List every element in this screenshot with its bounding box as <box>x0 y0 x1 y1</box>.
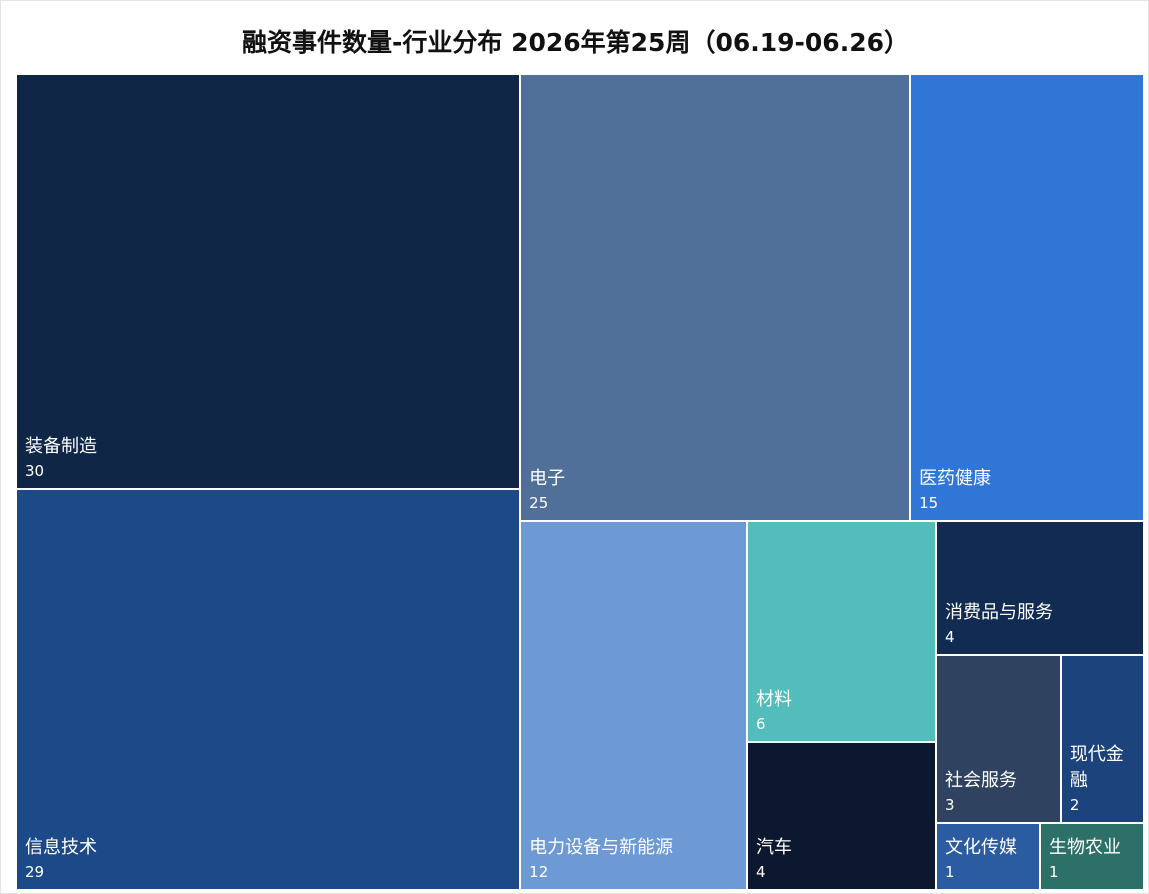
cell-label: 社会服务 <box>945 769 1018 791</box>
cell-label: 消费品与服务 <box>945 602 1054 624</box>
treemap-cell: 消费品与服务 4 <box>936 521 1144 656</box>
treemap-cell: 材料 6 <box>747 521 937 743</box>
cell-value: 3 <box>945 795 955 814</box>
cell-label: 材料 <box>756 689 793 711</box>
cell-value: 12 <box>529 862 549 881</box>
cell-value: 4 <box>756 862 766 881</box>
treemap-cell: 社会服务 3 <box>936 655 1061 823</box>
treemap-cell: 电子 25 <box>520 74 911 522</box>
cell-label: 电子 <box>529 468 566 490</box>
chart-title: 融资事件数量-行业分布 2026年第25周（06.19-06.26） <box>242 28 909 57</box>
cell-value: 2 <box>1069 795 1080 814</box>
treemap-cell: 装备制造 30 <box>16 74 521 489</box>
cell-value: 1 <box>1049 862 1059 881</box>
cell-label: 信息技术 <box>25 836 97 858</box>
treemap-cell: 信息技术 29 <box>16 488 521 890</box>
cell-value: 4 <box>945 628 955 647</box>
cell-value: 6 <box>756 715 766 734</box>
cell-value: 1 <box>945 862 955 881</box>
cell-label: 装备制造 <box>25 435 97 457</box>
cell-value: 30 <box>25 461 45 480</box>
cell-label: 电力设备与新能源 <box>529 836 674 858</box>
cell-label: 汽车 <box>756 836 793 858</box>
cell-label: 现代金融 <box>1069 743 1124 791</box>
cell-value: 25 <box>529 494 549 513</box>
cell-label: 医药健康 <box>919 468 992 490</box>
cell-label: 文化传媒 <box>945 836 1018 858</box>
treemap-cell: 生物农业 1 <box>1040 822 1144 890</box>
treemap-cell: 医药健康 15 <box>910 74 1144 522</box>
treemap-cell: 现代金融 2 <box>1060 655 1144 823</box>
cell-value: 15 <box>919 494 939 513</box>
treemap-cell: 电力设备与新能源 12 <box>520 521 747 890</box>
treemap-cell: 文化传媒 1 <box>936 822 1041 890</box>
treemap-cell: 汽车 4 <box>747 742 937 890</box>
cell-label: 生物农业 <box>1049 836 1122 858</box>
cell-value: 29 <box>25 862 45 881</box>
